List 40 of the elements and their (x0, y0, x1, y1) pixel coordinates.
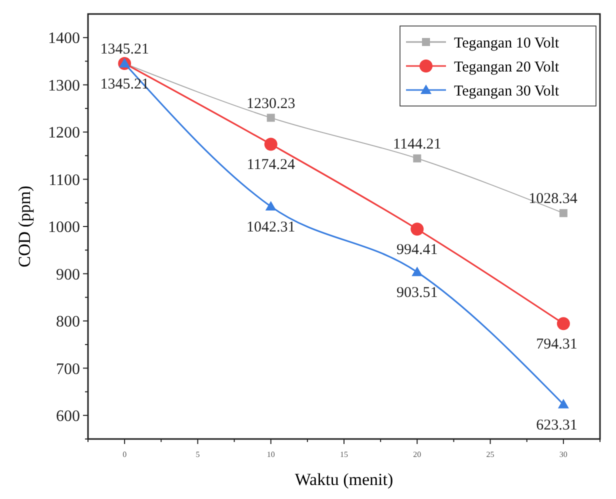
legend-label: Tegangan 10 Volt (454, 35, 560, 52)
y-tick-label: 1200 (48, 124, 80, 142)
point (413, 154, 422, 162)
x-tick-label: 15 (340, 450, 348, 459)
point (410, 222, 424, 236)
x-axis-title: Waktu (menit) (294, 470, 394, 489)
data-label: 1345.21 (100, 41, 149, 58)
y-tick-label: 1000 (48, 219, 80, 236)
x-tick-label: 25 (486, 450, 494, 459)
x-tick-label: 20 (413, 450, 422, 459)
data-label: 1174.24 (246, 157, 296, 174)
x-tick-label: 10 (266, 450, 275, 459)
point (558, 398, 569, 408)
point (265, 201, 276, 211)
point (264, 138, 278, 151)
y-tick-label: 900 (56, 266, 80, 284)
y-tick-label: 1300 (48, 77, 80, 94)
point (412, 266, 423, 276)
x-tick-label: 0 (122, 450, 127, 459)
y-tick-label: 600 (56, 408, 80, 425)
data-label: 623.31 (536, 417, 578, 434)
data-label: 1230.23 (246, 96, 296, 112)
data-label: 1042.31 (246, 220, 296, 236)
y-axis-title: COD (ppm) (15, 186, 34, 268)
point (559, 209, 568, 218)
legend-label: Tegangan 30 Volt (454, 83, 560, 100)
x-tick-label: 30 (559, 450, 568, 459)
data-label: 794.31 (536, 336, 578, 353)
data-label: 994.41 (396, 242, 438, 258)
point (556, 317, 570, 330)
y-tick-label: 800 (56, 314, 80, 331)
point (266, 114, 275, 122)
data-label: 1028.34 (528, 191, 578, 208)
data-label: 903.51 (396, 285, 438, 302)
y-tick-label: 1400 (48, 30, 80, 48)
y-tick-label: 700 (56, 360, 80, 378)
legend-label: Tegangan 20 Volt (454, 59, 560, 76)
y-tick-label: 1100 (48, 172, 80, 189)
data-label: 1144.21 (393, 136, 442, 152)
x-tick-label: 5 (196, 450, 200, 459)
